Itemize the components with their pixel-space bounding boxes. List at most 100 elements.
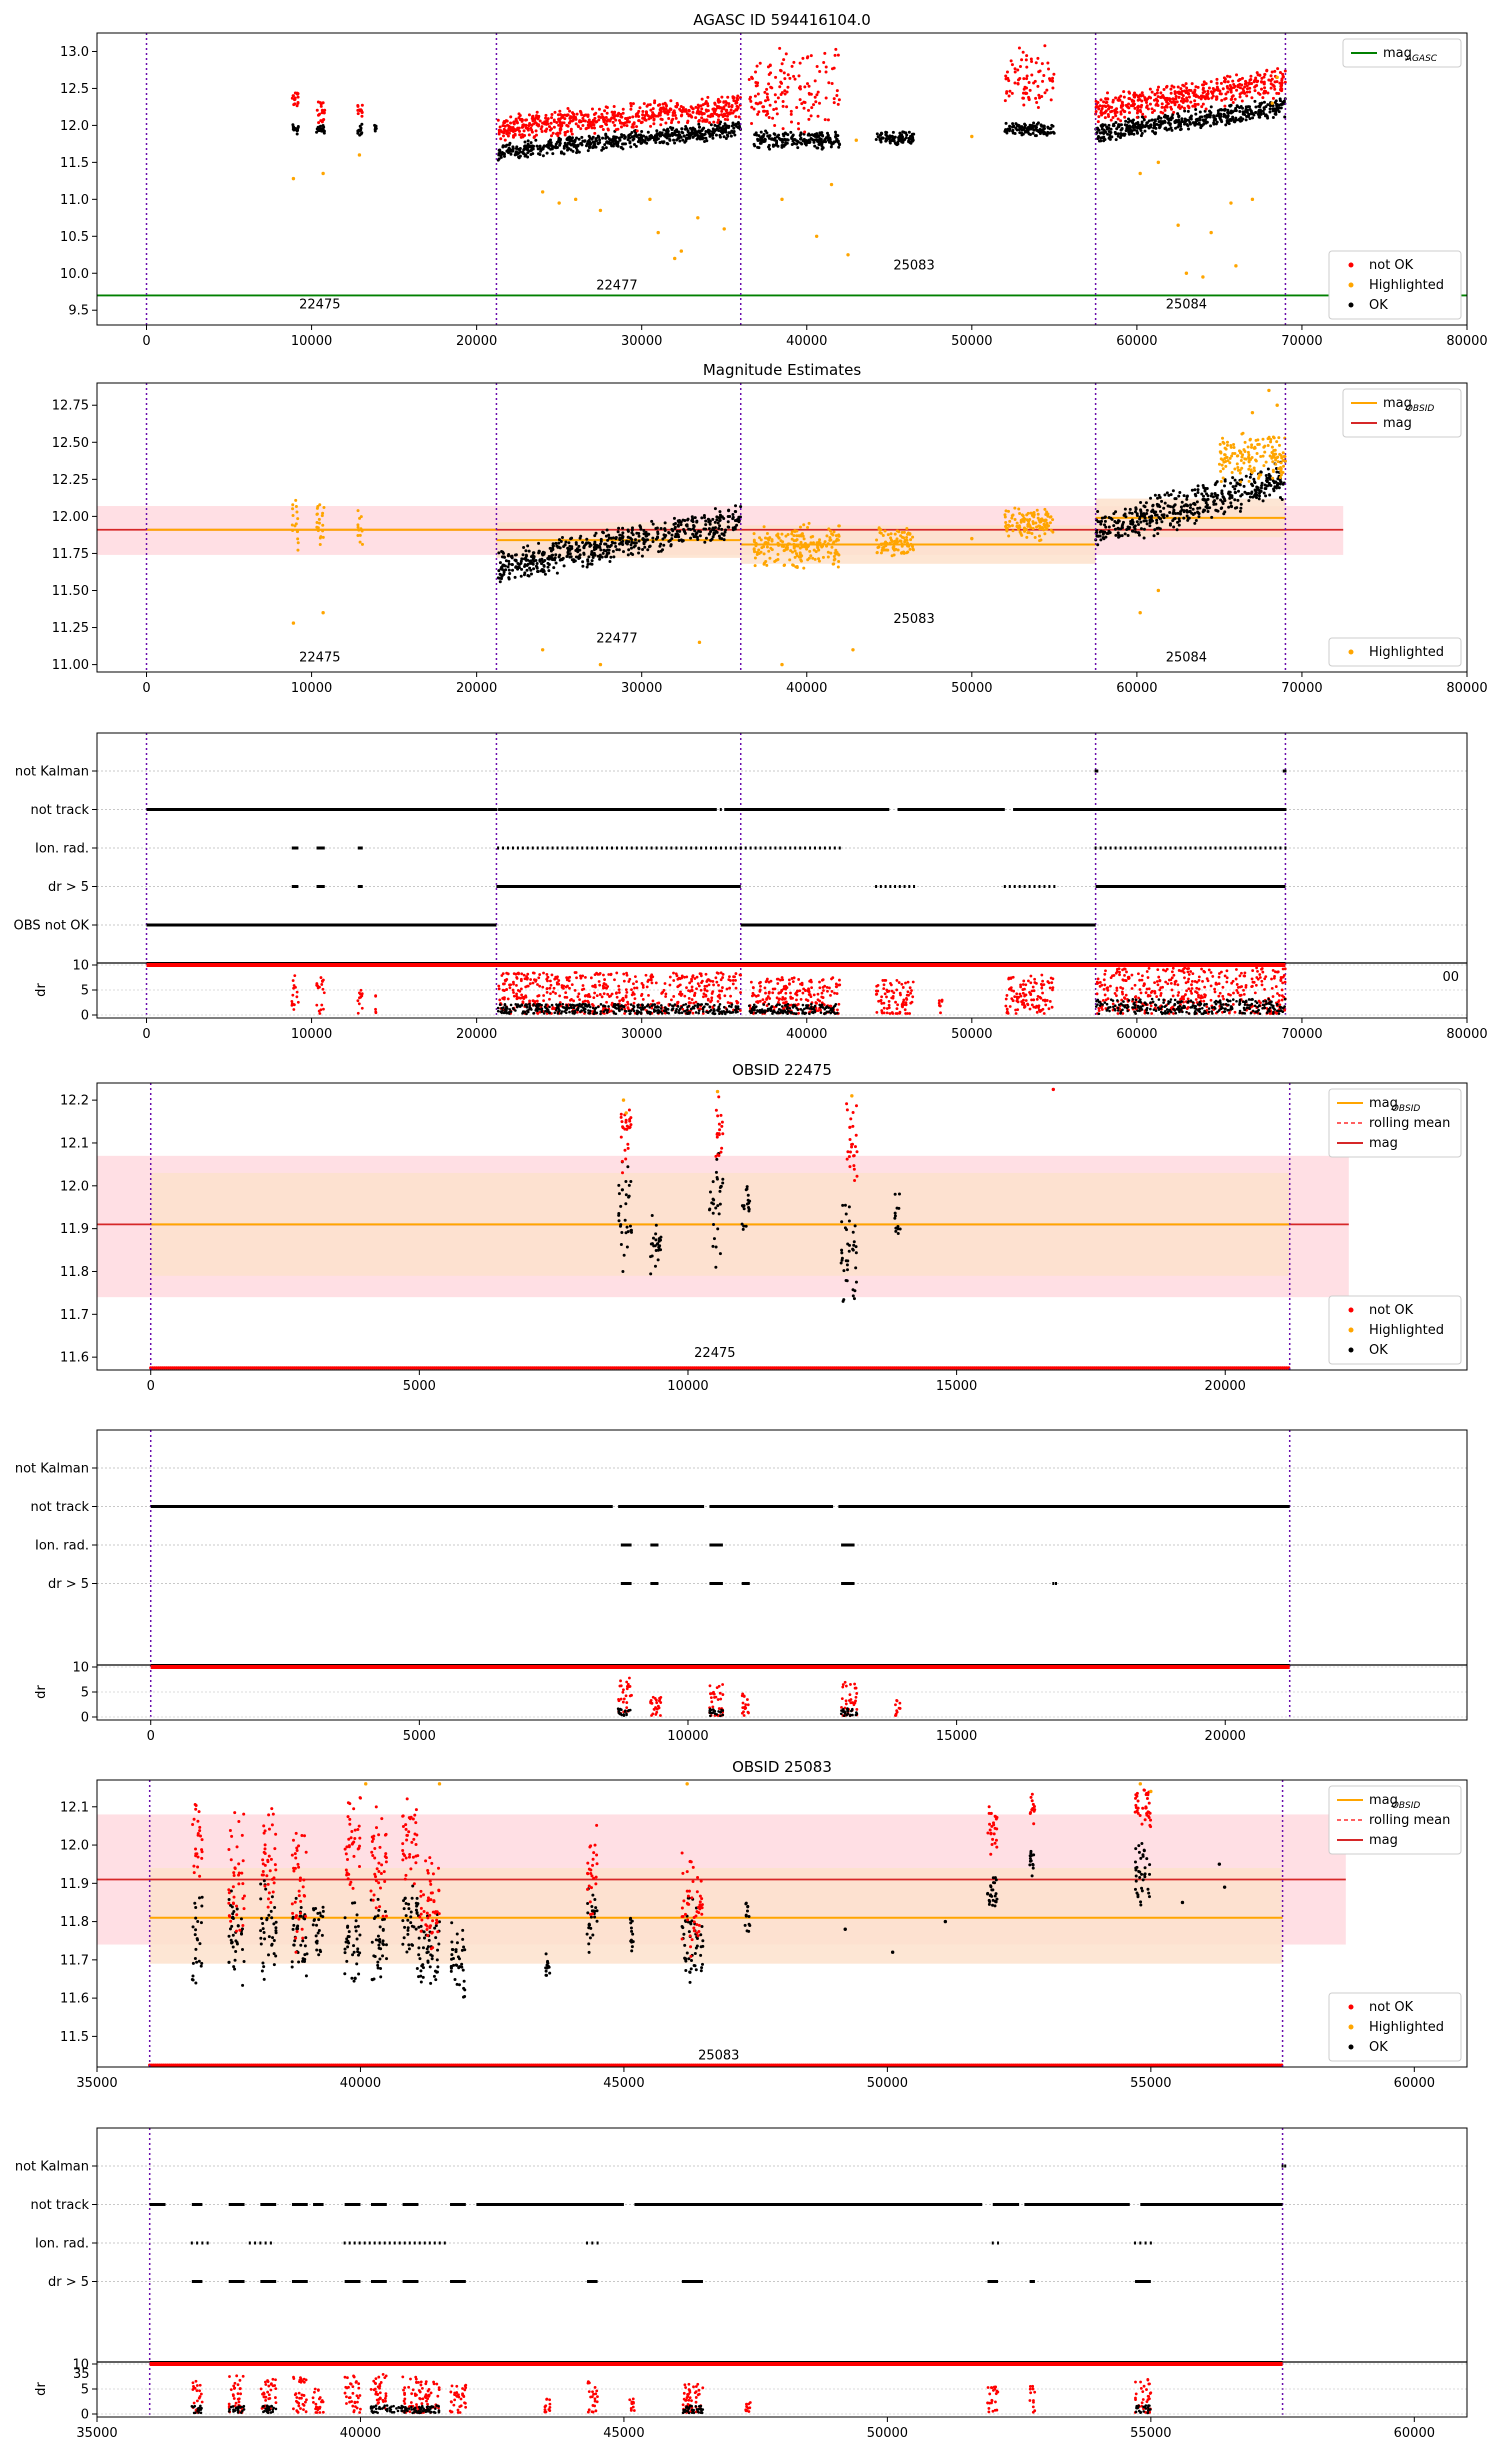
point-highlighted	[1156, 588, 1161, 593]
flag-dr-5-point	[1043, 885, 1046, 888]
point-highlighted	[1232, 442, 1236, 446]
point-not-ok	[1036, 56, 1040, 60]
point-ok	[630, 531, 634, 535]
flag-ion-rad-point	[818, 846, 821, 850]
point-highlighted	[1018, 530, 1022, 534]
flag-not-track-point	[1199, 808, 1202, 811]
point-not-ok	[767, 115, 771, 119]
panel-1-legend-bottom: Highlighted	[1328, 637, 1462, 667]
point-not-ok	[747, 78, 751, 82]
panel-2-dr-point-not-ok	[497, 987, 501, 991]
point-ok	[565, 138, 569, 142]
point-ok	[707, 527, 711, 531]
point-ok	[656, 535, 660, 539]
flag-not-track-point	[1244, 808, 1247, 811]
point-not-ok	[778, 46, 782, 50]
point-ok	[1196, 484, 1200, 488]
point-not-ok	[632, 122, 636, 126]
point-ok	[532, 556, 536, 560]
point-highlighted	[763, 536, 767, 540]
point-ok	[1254, 111, 1258, 115]
point-not-ok	[538, 119, 542, 123]
point-not-ok	[1215, 77, 1219, 81]
point-not-ok	[658, 108, 662, 112]
point-highlighted	[828, 538, 832, 542]
point-ok	[497, 551, 501, 555]
point-not-ok	[680, 113, 684, 117]
point-ok	[657, 550, 661, 554]
point-highlighted	[315, 525, 319, 529]
point-ok	[716, 521, 720, 525]
point-not-ok	[769, 85, 773, 89]
flag-not-track-point	[500, 808, 503, 811]
point-ok	[783, 143, 787, 147]
panel-0-xtick-label: 10000	[291, 334, 332, 349]
flag-ion-rad-point	[705, 846, 708, 850]
point-not-ok	[805, 82, 809, 86]
point-not-ok	[290, 96, 294, 100]
point-not-ok	[296, 92, 300, 96]
point-ok	[1277, 110, 1281, 114]
panel-2-dr-point-not-ok	[618, 999, 622, 1003]
point-not-ok	[781, 104, 785, 108]
point-not-ok	[527, 113, 531, 117]
point-not-ok	[1034, 61, 1038, 65]
flag-dr-5-point	[1033, 885, 1036, 888]
point-highlighted	[290, 523, 294, 527]
point-not-ok	[1238, 78, 1242, 82]
point-ok	[700, 516, 704, 520]
point-ok	[690, 519, 694, 523]
point-not-ok	[1270, 70, 1274, 74]
point-highlighted	[911, 547, 915, 551]
flag-ion-rad-point	[576, 846, 579, 850]
point-not-ok	[1107, 107, 1111, 111]
point-ok	[1174, 497, 1178, 501]
point-ok	[723, 122, 727, 126]
point-ok	[658, 134, 662, 138]
point-highlighted	[1138, 611, 1142, 615]
point-ok	[1127, 132, 1131, 136]
point-not-ok	[560, 124, 564, 128]
point-highlighted	[1248, 464, 1252, 468]
point-ok	[1185, 510, 1189, 514]
point-ok	[1126, 534, 1130, 538]
point-ok	[726, 525, 730, 529]
point-ok	[783, 137, 787, 141]
point-ok	[1249, 109, 1253, 113]
point-highlighted	[798, 551, 802, 555]
point-not-ok	[631, 102, 635, 106]
point-ok	[898, 138, 902, 142]
point-highlighted	[825, 544, 829, 548]
point-ok	[594, 145, 598, 149]
point-ok	[722, 135, 726, 139]
point-ok	[1143, 125, 1147, 129]
flag-ion-rad-point	[675, 846, 678, 850]
flag-ion-rad-point	[660, 846, 663, 850]
point-not-ok	[535, 110, 539, 114]
point-highlighted	[970, 134, 974, 139]
flag-ion-rad-point	[1274, 846, 1277, 850]
point-highlighted	[1013, 517, 1017, 521]
panel-2-dr-point-not-ok	[731, 982, 735, 986]
point-ok	[666, 129, 670, 133]
point-not-ok	[677, 120, 681, 124]
point-not-ok	[832, 101, 836, 105]
point-ok	[1036, 129, 1040, 133]
point-ok	[1261, 499, 1265, 503]
point-ok	[616, 530, 620, 534]
flag-ion-rad-point	[516, 846, 519, 850]
flag-ion-rad-point	[581, 846, 584, 850]
point-not-ok	[755, 64, 759, 68]
point-ok	[1275, 486, 1279, 490]
point-ok	[813, 144, 817, 148]
point-not-ok	[718, 100, 722, 104]
point-highlighted	[780, 197, 784, 202]
point-highlighted	[792, 534, 796, 538]
point-highlighted	[1138, 171, 1142, 176]
point-ok	[904, 131, 908, 135]
flag-not-track-point	[734, 808, 737, 811]
point-not-ok	[662, 109, 666, 113]
point-ok	[907, 136, 911, 140]
flag-not-track-point	[674, 808, 677, 811]
point-ok	[1100, 127, 1104, 131]
